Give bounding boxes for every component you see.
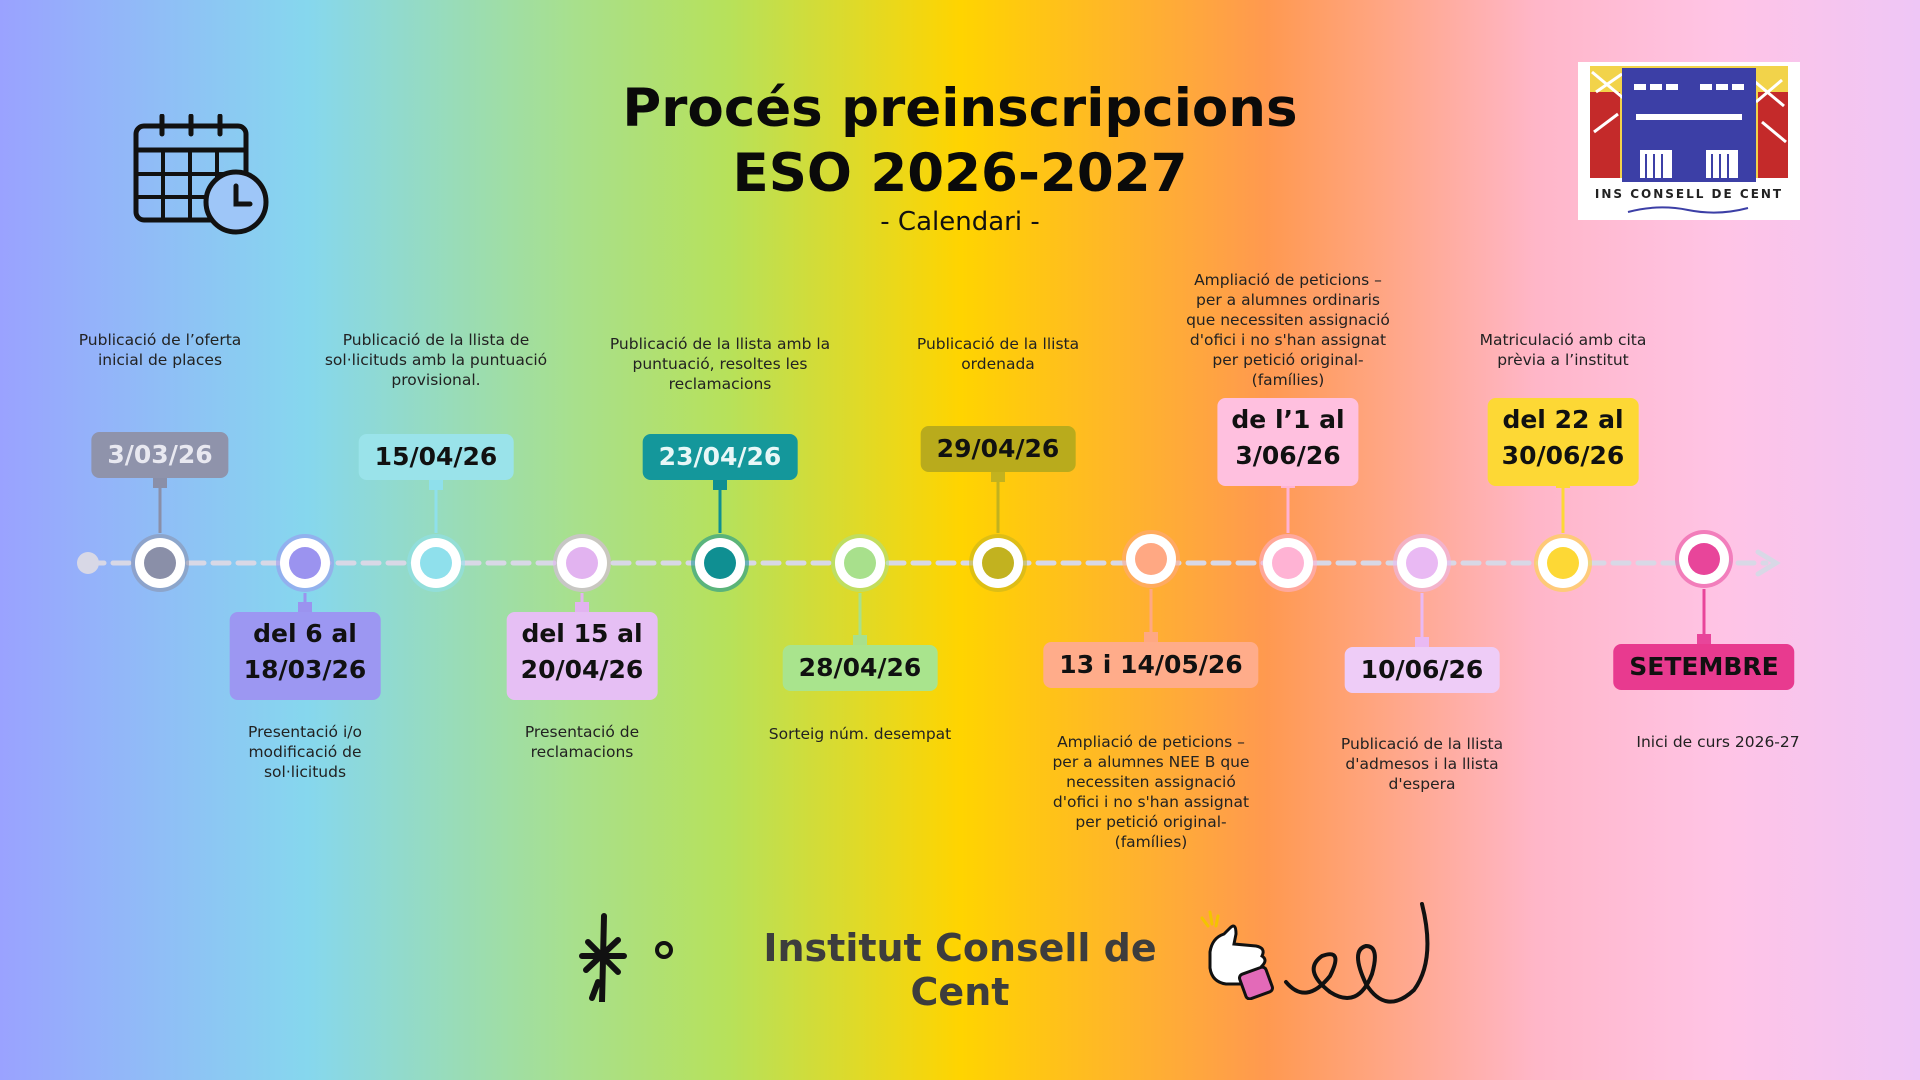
milestone-description: Publicació de la llista d'admesos i la l… (1340, 735, 1504, 793)
milestone-date-badge: 3/03/26 (91, 432, 229, 478)
milestone-connector-cap (713, 478, 727, 490)
timeline-start-dot (77, 552, 99, 574)
milestone-node (289, 547, 321, 579)
milestone-date-badge: 28/04/26 (782, 645, 938, 691)
milestone-date-badge: del 22 al 30/06/26 (1487, 398, 1639, 486)
timeline-end-arrow (1755, 549, 1781, 577)
milestone-connector-cap (991, 470, 1005, 482)
footer-institute-name: Institut Consell de Cent (763, 926, 1157, 1014)
milestone-date-badge: SETEMBRE (1613, 644, 1795, 690)
page-subtitle: - Calendari - (880, 207, 1040, 237)
milestone-node (1135, 543, 1167, 575)
milestone-connector-cap (153, 476, 167, 488)
milestone-date-badge: 13 i 14/05/26 (1043, 642, 1259, 688)
page-title: Procés preinscripcions (622, 78, 1298, 139)
milestone-connector-cap (1144, 632, 1158, 644)
milestone-node (1406, 547, 1438, 579)
page-title-year: ESO 2026-2027 (732, 143, 1188, 204)
milestone-description: Publicació de la llista ordenada (916, 335, 1080, 373)
milestone-node (1688, 543, 1720, 575)
milestone-description: Publicació de l’oferta inicial de places (78, 331, 242, 369)
milestone-node (144, 547, 176, 579)
logo-text: INS CONSELL DE CENT (1594, 187, 1784, 201)
milestone-node (566, 547, 598, 579)
calendar-clock-icon (133, 114, 269, 235)
milestone-description: Inici de curs 2026-27 (1636, 733, 1800, 751)
milestone-connector-cap (298, 602, 312, 614)
milestone-description: Ampliació de peticions – per a alumnes N… (1052, 733, 1250, 851)
milestone-date-badge: 10/06/26 (1344, 647, 1500, 693)
thumbs-up-icon (1200, 910, 1274, 1000)
milestone-description: Publicació de la llista amb la puntuació… (609, 335, 831, 393)
school-building-illustration (1590, 66, 1788, 214)
milestone-connector-cap (575, 602, 589, 614)
milestone-description: Publicació de la llista de sol·licituds … (324, 331, 548, 389)
milestone-description: Presentació i/o modificació de sol·licit… (248, 723, 362, 781)
milestone-description: Presentació de reclamacions (524, 723, 640, 761)
milestone-date-badge: 23/04/26 (642, 434, 798, 480)
milestone-connector-cap (853, 635, 867, 647)
milestone-description: Ampliació de peticions – per a alumnes o… (1186, 271, 1390, 389)
milestone-connector-cap (1697, 634, 1711, 646)
milestone-date-badge: del 6 al 18/03/26 (229, 612, 381, 700)
milestone-node (844, 547, 876, 579)
sparkle-icon (579, 913, 673, 1002)
milestone-date-badge: del 15 al 20/04/26 (506, 612, 658, 700)
milestone-description: Sorteig núm. desempat (768, 725, 952, 743)
school-logo: INS CONSELL DE CENT (1578, 62, 1800, 220)
squiggle-icon (1284, 902, 1430, 1004)
milestone-date-badge: de l’1 al 3/06/26 (1217, 398, 1359, 486)
milestone-description: Matriculació amb cita prèvia a l’institu… (1479, 331, 1647, 369)
milestone-node (1547, 547, 1579, 579)
milestone-node (982, 547, 1014, 579)
milestone-node (1272, 547, 1304, 579)
milestone-connector-cap (429, 478, 443, 490)
milestone-date-badge: 29/04/26 (920, 426, 1076, 472)
milestone-node (420, 547, 452, 579)
milestone-date-badge: 15/04/26 (358, 434, 514, 480)
milestone-connector-cap (1415, 637, 1429, 649)
milestone-node (704, 547, 736, 579)
